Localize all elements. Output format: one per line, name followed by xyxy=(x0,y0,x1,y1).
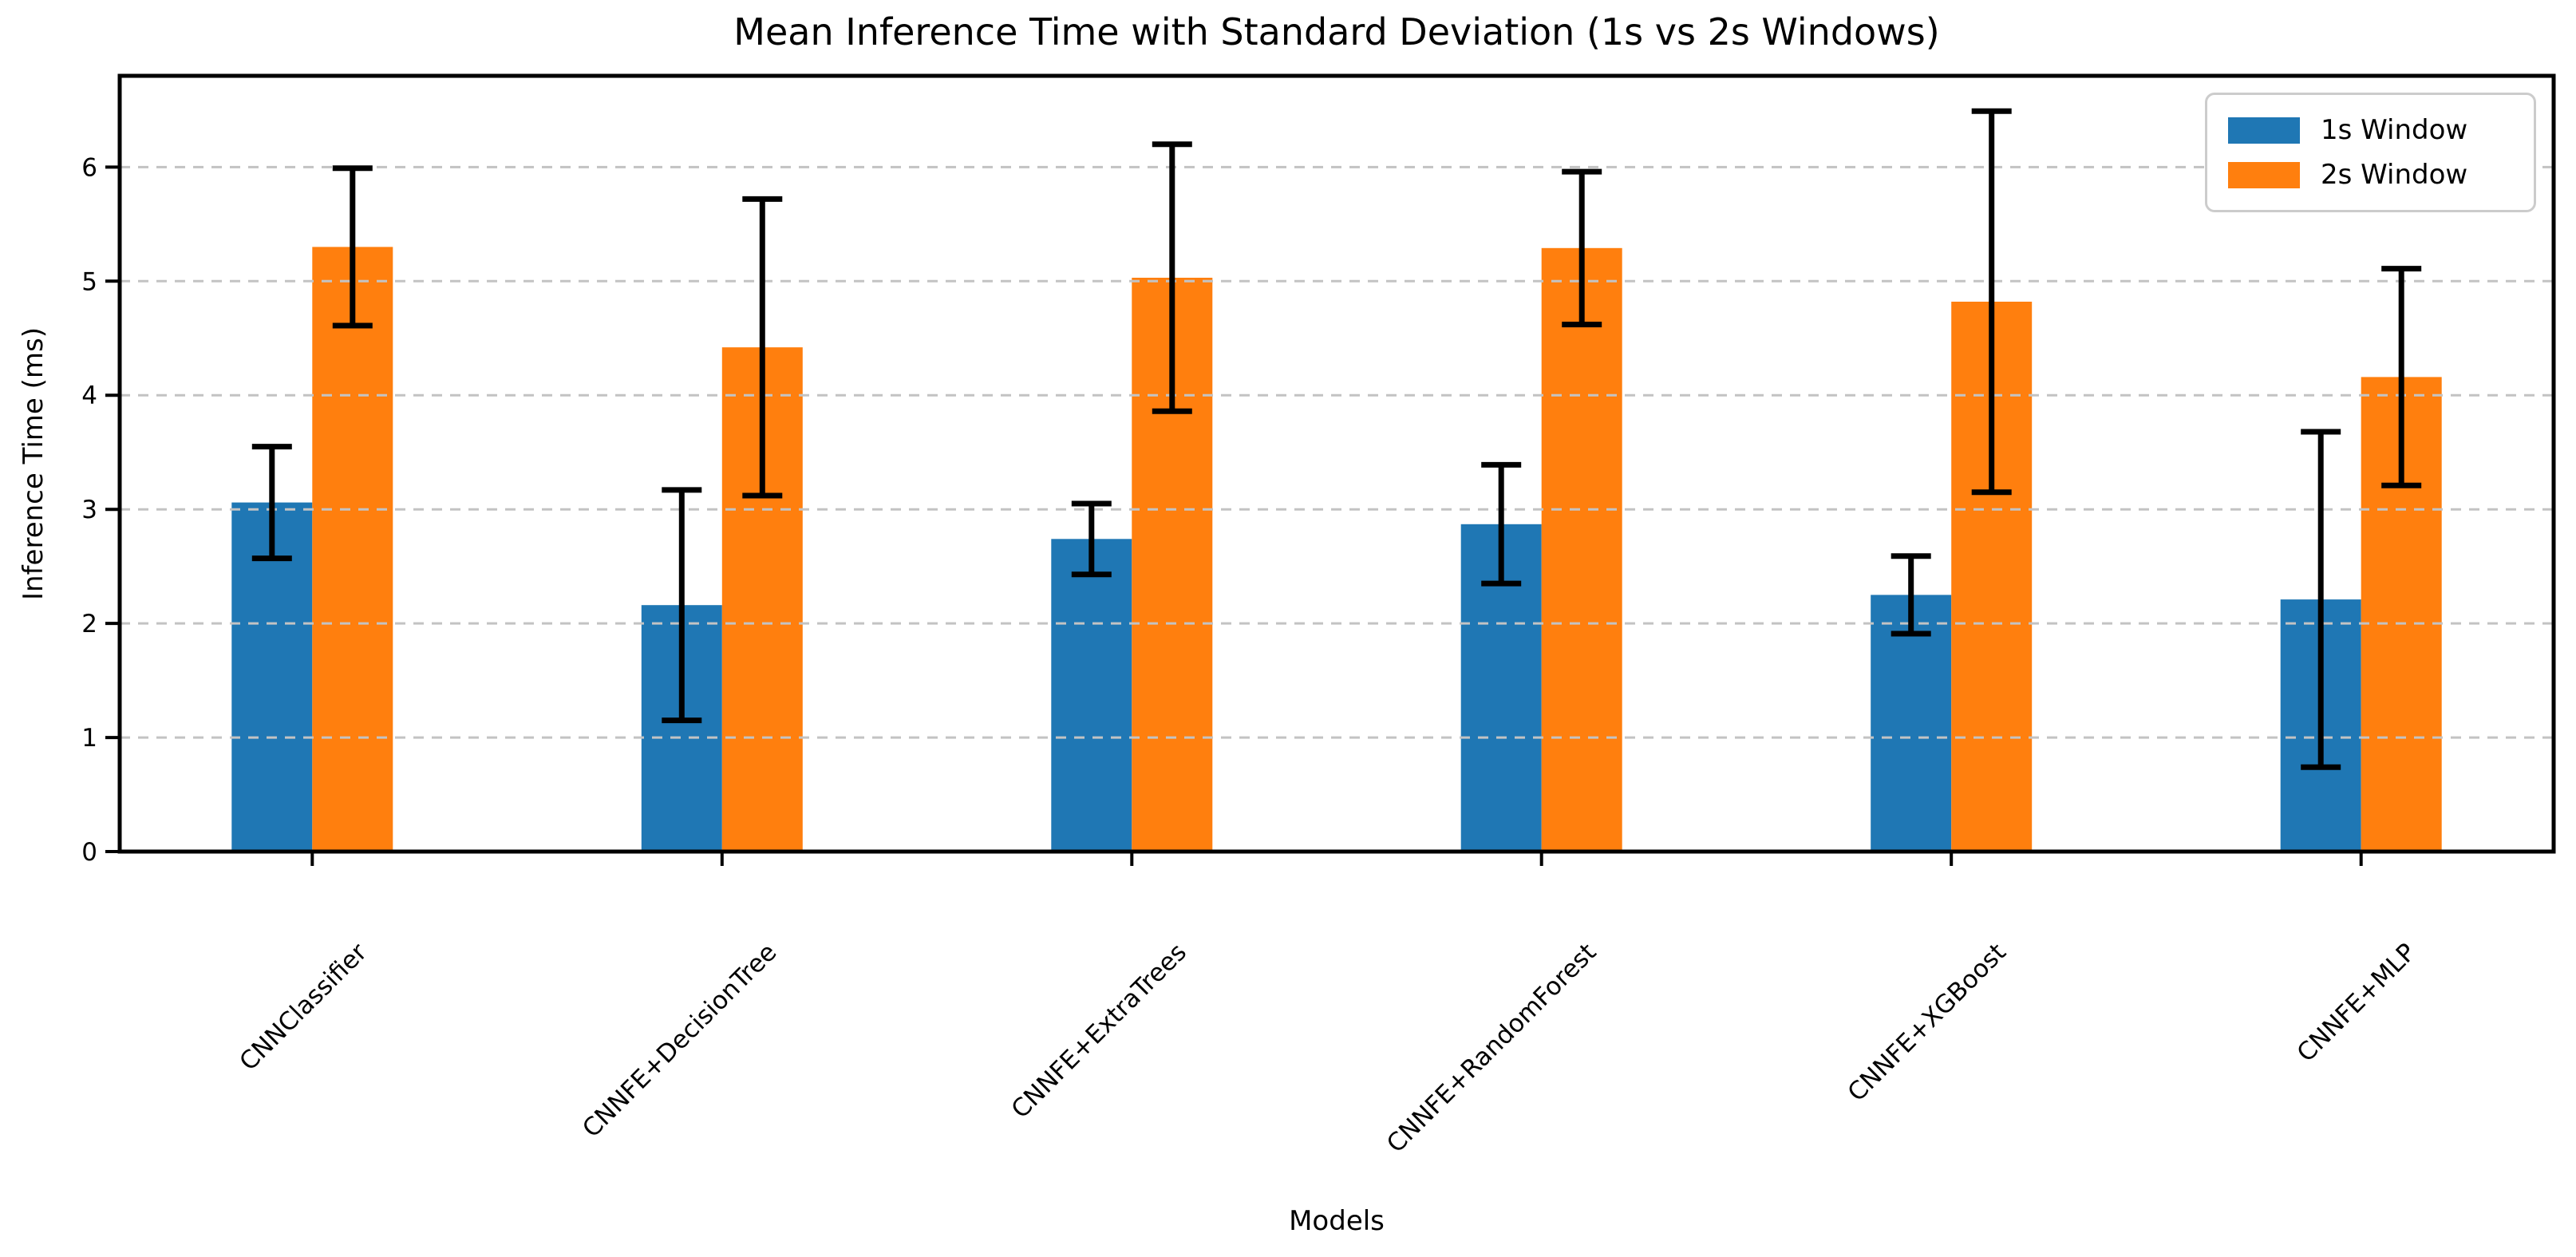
legend-item-1s-window: 1s Window xyxy=(2228,114,2513,146)
x-tick-label-cnnfe-extratrees: CNNFE+ExtraTrees xyxy=(1006,938,1192,1124)
y-tick-label-6: 6 xyxy=(81,153,97,182)
y-tick-label-5: 5 xyxy=(81,267,97,296)
legend-swatch-2s-window xyxy=(2228,161,2300,188)
errorbar-1s-window-cnnfe-xgboost xyxy=(1891,553,1931,637)
errorbar-2s-window-cnnfe-xgboost xyxy=(1971,108,2012,496)
errorbar-1s-window-cnnfe-decisiontree xyxy=(662,487,702,724)
legend-label-2s-window: 2s Window xyxy=(2321,159,2468,191)
legend-swatch-1s-window xyxy=(2228,117,2300,144)
legend: 1s Window 2s Window xyxy=(2205,93,2536,212)
legend-label-1s-window: 1s Window xyxy=(2321,114,2468,146)
x-tick-label-cnnclassifier: CNNClassifier xyxy=(234,938,373,1077)
errorbar-2s-window-cnnclassifier xyxy=(332,165,373,329)
bar-2s-window-cnnfe-randomforest xyxy=(1541,247,1622,852)
y-tick-label-3: 3 xyxy=(81,496,97,524)
y-tick-label-2: 2 xyxy=(81,610,97,638)
errorbar-1s-window-cnnfe-randomforest xyxy=(1481,461,1522,587)
y-tick-label-4: 4 xyxy=(81,381,97,410)
bar-2s-window-cnnclassifier xyxy=(312,247,393,852)
legend-item-2s-window: 2s Window xyxy=(2228,159,2513,191)
y-tick-label-0: 0 xyxy=(81,838,97,867)
errorbar-1s-window-cnnclassifier xyxy=(251,444,292,562)
errorbar-2s-window-cnnfe-mlp xyxy=(2381,266,2422,488)
x-tick-label-cnnfe-xgboost: CNNFE+XGBoost xyxy=(1843,938,2012,1107)
x-axis-label: Models xyxy=(1289,1205,1385,1237)
x-tick-label-cnnfe-mlp: CNNFE+MLP xyxy=(2292,938,2422,1068)
plot-frame xyxy=(117,73,2556,854)
errorbar-1s-window-cnnfe-mlp xyxy=(2301,429,2341,770)
x-tick-label-cnnfe-decisiontree: CNNFE+DecisionTree xyxy=(577,938,782,1143)
errorbar-2s-window-cnnfe-extratrees xyxy=(1152,141,1192,414)
chart-title: Mean Inference Time with Standard Deviat… xyxy=(733,10,1940,53)
errorbar-2s-window-cnnfe-randomforest xyxy=(1562,168,1602,328)
errorbar-1s-window-cnnfe-extratrees xyxy=(1071,500,1112,578)
errorbar-2s-window-cnnfe-decisiontree xyxy=(742,196,783,499)
y-tick-label-1: 1 xyxy=(81,724,97,753)
bar-1s-window-cnnfe-xgboost xyxy=(1871,595,1952,852)
bar-1s-window-cnnfe-extratrees xyxy=(1051,539,1132,852)
y-axis-label: Inference Time (ms) xyxy=(18,327,49,600)
x-tick-label-cnnfe-randomforest: CNNFE+RandomForest xyxy=(1381,938,1602,1158)
